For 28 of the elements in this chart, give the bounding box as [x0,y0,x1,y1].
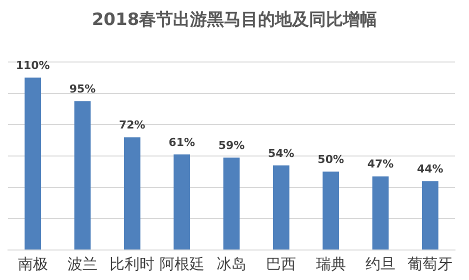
data-label: 44% [416,162,444,176]
bar [322,172,340,250]
bar [74,101,91,250]
x-tick-label: 约旦 [366,254,396,273]
bar [174,154,190,250]
x-tick-label: 比利时 [110,254,155,273]
bar [124,137,140,250]
bar [24,78,42,250]
x-tick-label: 葡萄牙 [408,254,453,273]
x-tick-label: 波兰 [68,254,98,273]
data-label: 59% [218,138,245,152]
data-label: 54% [268,146,294,160]
data-label: 47% [367,158,394,171]
bar [372,176,389,250]
data-label: 95% [69,82,96,96]
data-label: 50% [318,153,344,166]
bar [422,181,438,250]
data-label: 72% [118,118,146,132]
x-tick-label: 阿根廷 [159,254,204,273]
x-tick-label: 巴西 [266,254,296,273]
data-label: 110% [16,59,50,72]
x-tick-label: 瑞典 [316,254,346,273]
data-label: 61% [168,136,196,149]
bar [223,158,240,250]
chart-title: 2018春节出游黑马目的地及同比增幅 [90,9,378,32]
x-tick-label: 冰岛 [216,254,246,273]
x-tick-label: 南极 [18,254,48,273]
bar [272,165,290,250]
